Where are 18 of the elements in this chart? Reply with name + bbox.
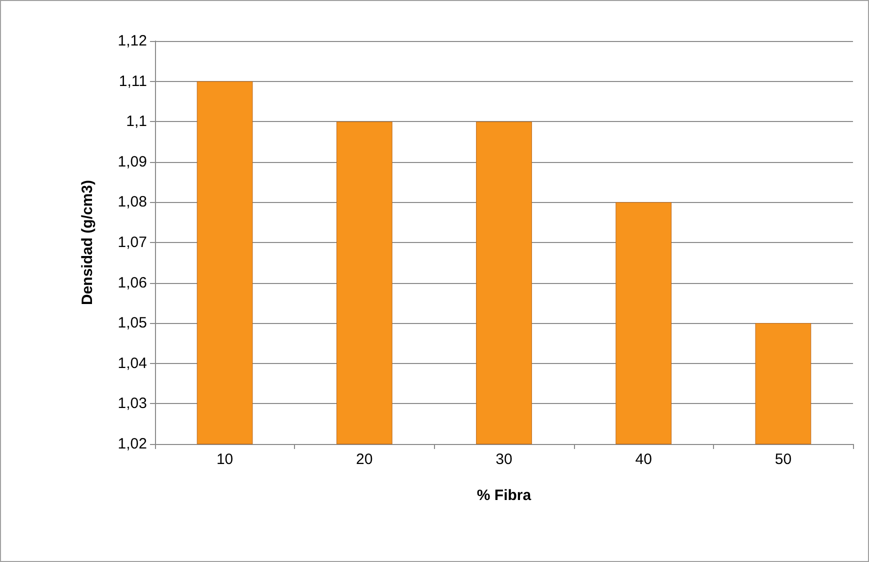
- y-tick-label: 1,08: [118, 194, 147, 211]
- y-tick-label: 1,06: [118, 274, 147, 292]
- x-tick-label: 30: [496, 451, 512, 468]
- x-tick-label: 10: [216, 451, 234, 468]
- y-tick-label: 1,02: [118, 436, 147, 452]
- x-tick-label: 50: [774, 451, 792, 468]
- y-tick-label: 1,05: [118, 314, 147, 332]
- y-tick-label: 1,11: [118, 72, 147, 90]
- x-tick-label: 40: [635, 451, 652, 468]
- y-tick-label: 1,04: [118, 354, 147, 372]
- y-axis-title: Densidad (g/cm3): [79, 180, 96, 306]
- y-tick-label: 1,03: [118, 395, 147, 412]
- y-tick-label: 1,07: [118, 234, 147, 251]
- x-axis-title: % Fibra: [476, 487, 532, 504]
- x-tick-label: 20: [356, 451, 373, 468]
- y-tick-label: 1,12: [118, 32, 147, 50]
- y-tick-label: 1,1: [126, 113, 147, 130]
- y-tick-label: 1,09: [118, 153, 147, 170]
